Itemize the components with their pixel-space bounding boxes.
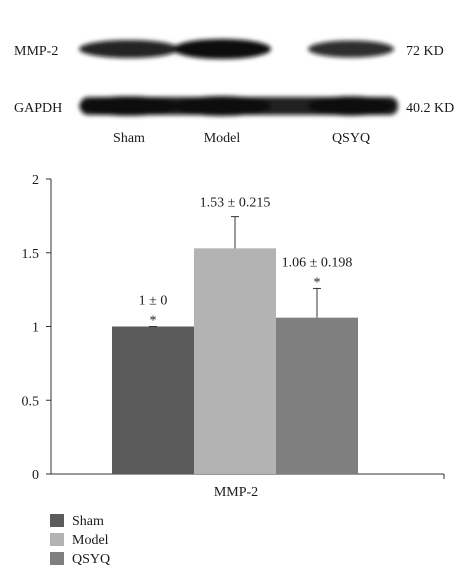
bar-annotations: 1 ± 0 * 1.53 ± 0.215 1.06 ± 0.198 * — [139, 196, 353, 329]
blot-rows: MMP-2 72 KD GAPDH 40.2 KD — [14, 39, 454, 116]
y-tick-label: 0 — [32, 468, 39, 483]
legend-label: Sham — [72, 514, 104, 529]
y-axis: 0 0.5 1 1.5 2 — [22, 173, 52, 483]
value-label-model: 1.53 ± 0.215 — [200, 196, 271, 211]
blot-row-mmp-2: MMP-2 72 KD — [14, 39, 444, 59]
bars — [112, 216, 358, 474]
x-axis: MMP-2 — [51, 473, 445, 500]
western-blot-panel: MMP-2 72 KD GAPDH 40.2 KD Sham Model QSYQ — [14, 39, 454, 146]
blot-band-qsyq — [308, 40, 394, 58]
lane-label-model: Model — [204, 131, 241, 146]
y-tick-label: 1.5 — [22, 247, 40, 262]
x-category-label: MMP-2 — [214, 485, 258, 500]
blot-size-label: 72 KD — [406, 44, 444, 59]
legend-item-model: Model — [50, 533, 109, 548]
y-tick-label: 2 — [32, 173, 39, 188]
legend-label: Model — [72, 533, 109, 548]
legend-swatch — [50, 514, 64, 527]
significance-marker: * — [314, 275, 321, 290]
bar-qsyq — [276, 317, 358, 474]
y-tick-label: 0.5 — [22, 394, 40, 409]
blot-row-gapdh: GAPDH 40.2 KD — [14, 96, 454, 116]
blot-row-label: MMP-2 — [14, 44, 58, 59]
blot-band-model — [173, 39, 271, 59]
lane-label-sham: Sham — [113, 131, 145, 146]
bar-chart: 0 0.5 1 1.5 2 MMP-2 1 ± 0 * 1.53 ± 0.215 1.06 ±… — [22, 173, 445, 500]
blot-bands — [79, 96, 398, 116]
value-label-sham: 1 ± 0 — [139, 294, 168, 309]
blot-band-qsyq — [308, 96, 394, 116]
blot-size-label: 40.2 KD — [406, 101, 454, 116]
legend-swatch — [50, 533, 64, 546]
legend-item-qsyq: QSYQ — [50, 552, 110, 567]
lane-labels: Sham Model QSYQ — [113, 131, 370, 146]
value-label-qsyq: 1.06 ± 0.198 — [282, 255, 353, 270]
blot-row-label: GAPDH — [14, 101, 62, 116]
bar-model — [194, 248, 276, 474]
legend-label: QSYQ — [72, 552, 110, 567]
legend: Sham Model QSYQ — [50, 514, 110, 567]
blot-bands — [79, 39, 394, 59]
legend-item-sham: Sham — [50, 514, 104, 529]
legend-swatch — [50, 552, 64, 565]
lane-label-qsyq: QSYQ — [332, 131, 370, 146]
bar-sham — [112, 326, 194, 474]
blot-band-model — [173, 96, 271, 116]
significance-marker: * — [150, 314, 157, 329]
y-tick-label: 1 — [32, 321, 39, 336]
blot-band-sham — [79, 40, 179, 58]
blot-band-sham — [79, 96, 179, 116]
